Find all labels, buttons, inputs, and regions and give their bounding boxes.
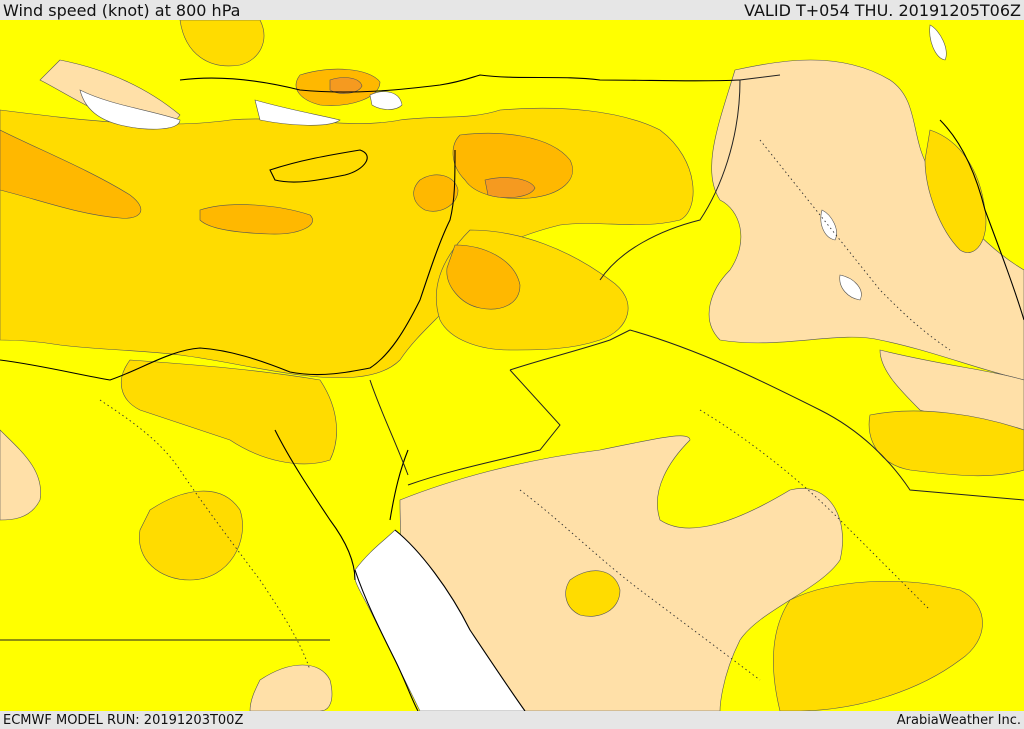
band-lowest-south [249, 664, 333, 711]
valid-time: VALID T+054 THU. 20191205T06Z [744, 0, 1021, 20]
iraq-lake-2 [839, 274, 862, 301]
border-iraq-saudi [629, 329, 1024, 501]
band-mid-gulf [868, 410, 1024, 477]
map-footer: ECMWF MODEL RUN: 20191203T00Z ArabiaWeat… [0, 711, 1024, 729]
band-high-cyprus-west [0, 129, 142, 219]
band-highest-aegean [329, 77, 363, 94]
map-header: Wind speed (knot) at 800 hPa VALID T+054… [0, 0, 1024, 20]
coastline-red-sea-east [394, 529, 526, 711]
band-mid-sudan [139, 490, 243, 581]
lake-urmia [929, 24, 947, 61]
coastline-cyprus [269, 149, 368, 183]
map-title: Wind speed (knot) at 800 hPa [3, 0, 241, 20]
coastline-red-sea-west [354, 569, 419, 711]
band-high-levant [452, 132, 573, 199]
coastline-turkey-south [179, 74, 741, 93]
band-high-lebanon [413, 174, 459, 212]
map-canvas [0, 20, 1024, 711]
iraq-lake-1 [820, 209, 837, 241]
aegean-water [79, 89, 181, 130]
border-jordan-saudi [509, 329, 631, 371]
model-run: ECMWF MODEL RUN: 20191203T00Z [3, 712, 244, 728]
credit: ArabiaWeather Inc. [896, 712, 1021, 728]
border-saudi-jordan-west [407, 369, 561, 486]
band-lowest-arabia [399, 435, 843, 711]
wind-speed-map [0, 20, 1024, 711]
band-mid-turkey [179, 20, 265, 67]
coastline-gulf-of-suez [274, 429, 356, 581]
band-mid-egypt [121, 359, 337, 465]
black-sea-patch [369, 91, 403, 110]
internal-boundary-iraq [759, 139, 951, 351]
coastline-egypt-levant [0, 149, 456, 381]
sea-of-marmara-water [254, 99, 341, 126]
coastline-persian-gulf [939, 119, 1024, 321]
coastline-aqaba [389, 449, 409, 521]
band-lowest-egypt-west [0, 429, 41, 521]
border-syria-iraq [599, 74, 781, 281]
band-mid-southeast [773, 581, 983, 711]
band-highest-syria [484, 177, 536, 198]
border-egypt-israel [369, 379, 409, 476]
band-mid-saudi-small [565, 570, 621, 617]
band-high-sea-patch [199, 204, 313, 235]
band-high-jordan [446, 244, 521, 310]
internal-boundary-egypt [99, 399, 311, 671]
internal-boundary-saudi-east [699, 409, 931, 611]
